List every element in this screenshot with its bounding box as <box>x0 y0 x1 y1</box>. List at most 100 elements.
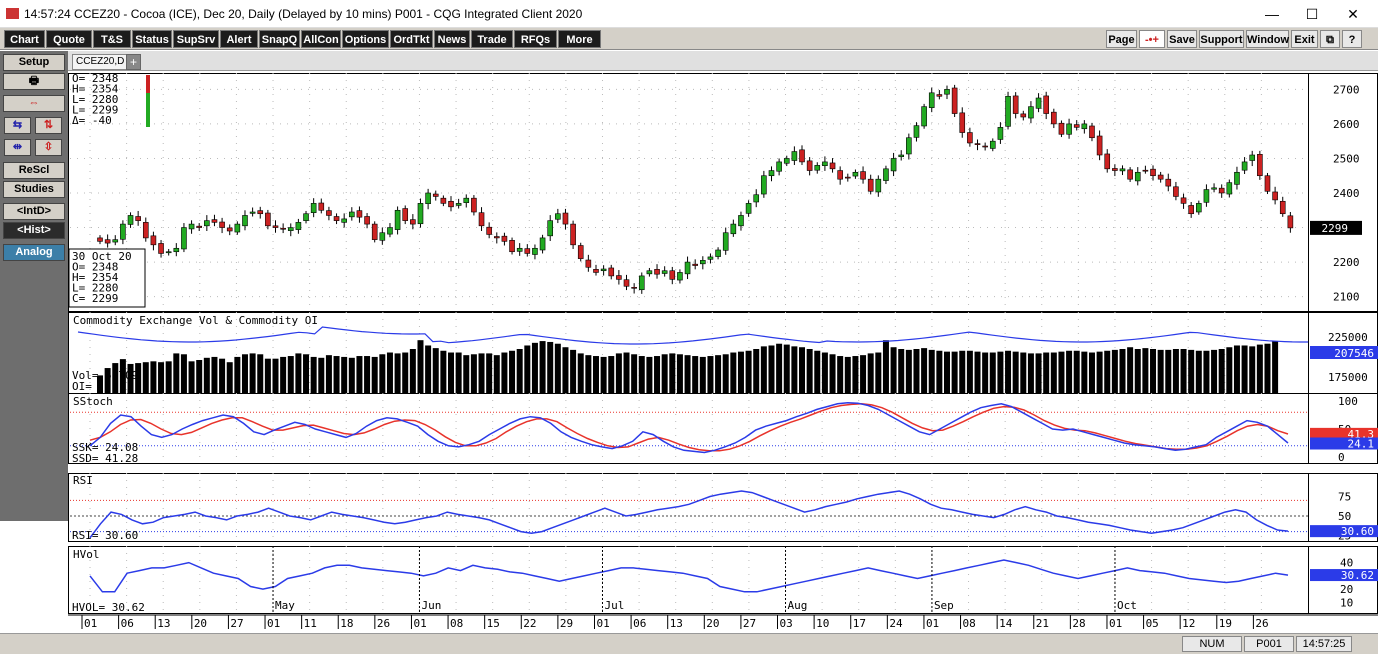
volume-bar <box>386 352 393 393</box>
volume-bar <box>692 356 699 393</box>
tab-ccez20[interactable]: CCEZ20,D <box>72 54 129 70</box>
rescale-button[interactable]: ReScl <box>3 162 65 179</box>
candle-body <box>753 194 760 203</box>
menu-snapq-button[interactable]: SnapQ <box>259 30 300 48</box>
pane-price-frame <box>68 73 1378 312</box>
help-button[interactable]: ? <box>1342 30 1362 48</box>
exit-button[interactable]: Exit <box>1291 30 1318 48</box>
candle-body <box>493 236 500 239</box>
candle-body <box>600 268 607 272</box>
candle-body <box>219 221 225 228</box>
candle-body <box>539 237 546 251</box>
candle-body <box>265 212 271 227</box>
date-label: 19 <box>1219 617 1232 630</box>
menu-options-button[interactable]: Options <box>342 30 389 48</box>
menu-status-button[interactable]: Status <box>132 30 172 48</box>
candle-body <box>349 211 355 218</box>
volume-bar <box>394 353 401 393</box>
candle-body <box>844 176 851 179</box>
volume-bar <box>287 356 294 393</box>
volume-bar <box>127 363 134 393</box>
candle-body <box>234 223 241 233</box>
menu-quote-button[interactable]: Quote <box>46 30 92 48</box>
candle-body <box>959 112 966 133</box>
menu-chart-button[interactable]: Chart <box>4 30 45 48</box>
maximize-button[interactable]: ☐ <box>1305 6 1319 22</box>
candle-body <box>142 222 149 239</box>
volume-bar <box>272 358 279 393</box>
date-label: 13 <box>157 617 170 630</box>
volume-bar <box>356 356 363 393</box>
menu-alert-button[interactable]: Alert <box>220 30 258 48</box>
volume-bar <box>1142 348 1149 393</box>
restore-button[interactable]: ⧉ <box>1320 30 1340 48</box>
studies-button[interactable]: Studies <box>3 181 65 198</box>
hvol-title: HVol <box>73 548 100 561</box>
month-label: Oct <box>1117 599 1137 612</box>
candle-body <box>890 158 897 172</box>
analog-button[interactable]: Analog <box>3 244 65 261</box>
candle-body <box>928 92 935 108</box>
window-button[interactable]: Window <box>1246 30 1289 48</box>
resize-button[interactable]: ⇔ <box>3 95 65 112</box>
menu-news-button[interactable]: News <box>434 30 470 48</box>
menu-more-button[interactable]: More <box>558 30 601 48</box>
price-last-badge <box>1310 220 1362 235</box>
zoom-horizontal-icon[interactable]: ⇹ <box>4 139 31 156</box>
menu-ordtkt-button[interactable]: OrdTkt <box>390 30 433 48</box>
volume-bar <box>455 352 462 393</box>
candle-body <box>951 87 958 114</box>
candle-body <box>1058 122 1065 135</box>
scroll-horizontal-icon[interactable]: ⇆ <box>4 117 31 134</box>
add-tab-button[interactable]: + <box>126 54 141 70</box>
minimize-button[interactable]: — <box>1265 6 1279 22</box>
intraday-button[interactable]: <IntD> <box>3 203 65 220</box>
zoom-vertical-icon[interactable]: ⇳ <box>35 139 62 156</box>
cursor-c: C= 2299 <box>72 292 118 305</box>
candle-body <box>1234 171 1240 185</box>
volume-bar <box>585 355 592 393</box>
close-button[interactable]: ✕ <box>1347 6 1359 22</box>
candle-body <box>623 279 630 287</box>
volume-bar <box>982 352 989 393</box>
candle-body <box>608 267 615 277</box>
volume-bar <box>1119 349 1126 393</box>
volume-bar <box>1027 353 1034 393</box>
volume-bar <box>264 358 271 393</box>
save-button[interactable]: Save <box>1167 30 1197 48</box>
setup-button[interactable]: Setup <box>3 54 65 71</box>
volume-bar <box>463 355 470 393</box>
support-button[interactable]: Support <box>1199 30 1244 48</box>
date-label: 22 <box>523 617 536 630</box>
date-label: 01 <box>84 617 97 630</box>
volume-bar <box>1264 343 1271 393</box>
volume-bar <box>676 354 683 393</box>
menu-rfqs-button[interactable]: RFQs <box>514 30 557 48</box>
candle-body <box>158 243 164 254</box>
candle-body <box>898 154 905 158</box>
volume-bar <box>654 356 661 393</box>
menu-supsrv-button[interactable]: SupSrv <box>173 30 219 48</box>
candle-body <box>501 235 508 242</box>
stoch-axis-label: 0 <box>1338 451 1345 464</box>
volume-bar <box>753 349 760 393</box>
zoom-button[interactable]: -•+ <box>1139 30 1165 48</box>
menu-trade-button[interactable]: Trade <box>471 30 513 48</box>
volume-bar <box>234 356 241 393</box>
page-button[interactable]: Page <box>1106 30 1137 48</box>
volume-bar <box>844 356 851 393</box>
pane-rsi-frame <box>68 473 1378 542</box>
volume-bar <box>1165 349 1172 393</box>
volume-bar <box>1218 349 1225 393</box>
scroll-vertical-icon[interactable]: ⇅ <box>35 117 62 134</box>
volume-bar <box>379 354 386 393</box>
print-button[interactable]: 🖶 <box>3 73 65 90</box>
candle-body <box>1272 191 1278 201</box>
chart-tabs: CCEZ20,D + <box>68 51 1378 71</box>
historical-button[interactable]: <Hist> <box>3 222 65 239</box>
date-label: 28 <box>1072 617 1085 630</box>
volume-bar <box>882 340 889 393</box>
chart-area[interactable]: 27002600250024002300220021002299O= 2348H… <box>68 71 1378 633</box>
menu-ts-button[interactable]: T&S <box>93 30 131 48</box>
menu-allcon-button[interactable]: AllCon <box>301 30 341 48</box>
